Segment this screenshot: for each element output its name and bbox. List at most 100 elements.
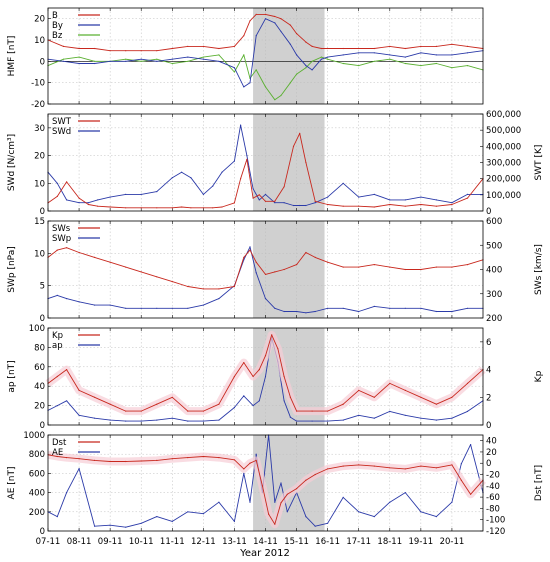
data-point — [125, 420, 127, 422]
data-point — [435, 310, 437, 313]
data-point — [94, 304, 96, 306]
plot-frame — [47, 327, 484, 426]
data-point — [221, 171, 223, 173]
data-point — [314, 525, 316, 527]
y-right-tick-label: 500 — [486, 241, 502, 251]
y-right-tick-label: 500,000 — [486, 126, 521, 136]
data-point — [140, 410, 142, 412]
data-point — [373, 193, 375, 195]
data-point — [249, 501, 251, 503]
data-point — [342, 62, 344, 65]
data-point — [435, 199, 437, 201]
data-point — [125, 460, 127, 463]
data-point — [283, 310, 285, 313]
data-point — [264, 193, 267, 195]
plot-frame — [47, 434, 484, 532]
data-point — [268, 513, 270, 515]
y-tick-label: 15 — [34, 217, 45, 227]
y-tick-label: 10 — [34, 179, 45, 189]
data-point — [171, 207, 173, 209]
data-point — [156, 419, 158, 421]
data-point — [389, 54, 391, 56]
data-point — [190, 207, 192, 209]
data-point — [156, 307, 158, 309]
data-point — [435, 62, 437, 65]
legend-label-kp: Kp — [52, 331, 63, 341]
series-kp — [45, 330, 486, 416]
data-point — [435, 266, 437, 268]
y-right-tick-label: 200 — [486, 314, 502, 324]
data-point — [342, 266, 344, 268]
legend-label-sws: SWs — [52, 224, 71, 234]
y-right-tick-label: 600,000 — [486, 110, 521, 120]
data-point — [187, 457, 189, 459]
data-point — [305, 41, 307, 43]
data-point — [243, 468, 245, 470]
data-point — [327, 468, 329, 470]
data-point — [435, 467, 437, 469]
data-point — [373, 264, 375, 266]
y-tick-label: 60 — [34, 363, 45, 373]
data-point — [66, 457, 68, 459]
data-point — [311, 69, 313, 71]
data-point — [156, 60, 158, 62]
data-point — [292, 145, 295, 147]
data-point — [389, 266, 391, 268]
data-point — [125, 60, 127, 62]
data-point — [62, 60, 65, 62]
data-point — [305, 65, 307, 67]
data-point — [202, 513, 204, 515]
y-tick-label: 600 — [29, 469, 45, 479]
data-point — [404, 268, 406, 271]
data-point — [327, 522, 329, 524]
data-point — [156, 403, 158, 405]
data-point — [190, 177, 192, 179]
data-point — [305, 204, 307, 207]
data-point — [311, 45, 313, 48]
legend-label-swt: SWT — [52, 117, 72, 127]
legend-label-swp: SWp — [52, 234, 71, 244]
data-point — [171, 58, 173, 60]
data-point — [66, 492, 68, 494]
data-point — [255, 13, 257, 15]
data-point — [289, 82, 291, 84]
data-point — [320, 58, 322, 60]
data-point — [78, 197, 80, 199]
data-point — [274, 15, 276, 18]
data-point — [466, 307, 469, 309]
y-tick-label: 10 — [34, 36, 45, 46]
data-point — [243, 472, 245, 474]
y-right-tick-label: 0 — [486, 421, 491, 431]
data-point — [470, 493, 472, 495]
data-point — [435, 205, 437, 207]
data-point — [435, 45, 437, 48]
data-point — [156, 207, 158, 209]
data-point — [171, 307, 173, 309]
y-tick-label: 0 — [40, 421, 45, 431]
x-tick-label: 07-11 — [36, 537, 61, 547]
legend-label-swd: SWd — [52, 127, 71, 137]
y-tick-label: 30 — [34, 124, 45, 134]
data-point — [218, 54, 220, 56]
data-point — [255, 69, 257, 71]
data-point — [358, 389, 360, 391]
data-point — [280, 30, 282, 33]
data-point — [373, 396, 375, 398]
data-point — [258, 199, 260, 201]
x-tick-label: 09-11 — [98, 537, 123, 547]
data-point — [466, 193, 469, 195]
x-tick-label: 14-11 — [253, 537, 278, 547]
data-point — [78, 458, 80, 460]
data-point — [466, 264, 469, 266]
data-point — [140, 522, 142, 524]
data-point — [140, 271, 142, 273]
data-point — [140, 193, 142, 195]
y-tick-label: 0 — [40, 207, 45, 217]
data-point — [252, 197, 254, 199]
series-swd — [47, 124, 484, 207]
data-point — [420, 45, 422, 48]
data-point — [109, 50, 111, 52]
